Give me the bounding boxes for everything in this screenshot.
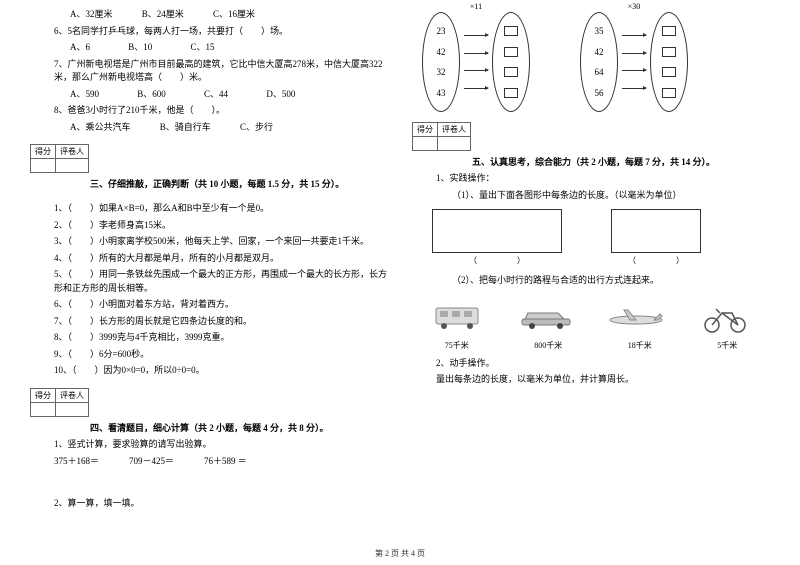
section5-sub1b: （2）、把每小时行的路程与合适的出行方式连起来。	[412, 274, 770, 288]
q5-options: A、32厘米 B、24厘米 C、16厘米	[30, 8, 388, 22]
paren-2: （ ）	[611, 255, 701, 266]
oval-num: 32	[437, 67, 446, 77]
q6-opt-b: B、10	[128, 42, 152, 52]
car-icon	[516, 300, 576, 336]
plane-icon	[606, 300, 666, 336]
section5-sub2a: 量出每条边的长度，以毫米为单位，并计算周长。	[412, 373, 770, 387]
judge-item: 1、（ ）如果A×B=0，那么A和B中至少有一个是0。	[30, 202, 388, 216]
oval-right-nums: 35 42 64 56	[580, 12, 618, 112]
page-footer: 第 2 页 共 4 页	[0, 548, 800, 559]
right-column: ×11 23423243 ×30 35426456 得分评卷人 五、认真思考，综…	[412, 8, 770, 528]
paren-1: （ ）	[432, 255, 562, 266]
mult-30: ×30	[628, 2, 641, 11]
distance-row: 75千米 800千米 18千米 5千米	[412, 340, 770, 351]
oval-num: 56	[595, 88, 604, 98]
ovals-diagram: ×11 23423243 ×30 35426456	[422, 12, 770, 112]
judge-item: 10、（ ）因为0×0=0，所以0÷0=0。	[30, 364, 388, 378]
section3-title: 三、仔细推敲，正确判断（共 10 小题，每题 1.5 分，共 15 分）。	[90, 177, 388, 190]
q6-text: 6、5名同学打乒乓球，每两人打一场，共要打（ ）场。	[30, 25, 388, 39]
arrows-left	[464, 19, 488, 105]
judge-item: 6、（ ）小明面对着东方站，背对着西方。	[30, 298, 388, 312]
section5-title: 五、认真思考，综合能力（共 2 小题，每题 7 分，共 14 分）。	[472, 155, 770, 168]
oval-left-nums: 23 42 32 43	[422, 12, 460, 112]
dist-c: 18千米	[628, 340, 652, 351]
q7-opt-b: B、600	[137, 89, 166, 99]
q6-opt-c: C、15	[191, 42, 215, 52]
judge-item: 9、（ ）6分=600秒。	[30, 348, 388, 362]
oval-num: 42	[437, 47, 446, 57]
q5-opt-c: C、16厘米	[213, 9, 255, 19]
judge-item: 8、（ ）3999克与4千克相比，3999克重。	[30, 331, 388, 345]
calc-c: 76＋589 ＝	[204, 454, 247, 467]
section5-sub1: 1、实践操作：	[412, 172, 770, 186]
q8-opt-c: C、步行	[240, 122, 273, 132]
q8-options: A、乘公共汽车 B、骑自行车 C、步行	[30, 121, 388, 135]
rectangles: （ ） （ ）	[412, 205, 770, 266]
dist-d: 5千米	[717, 340, 737, 351]
judge-item: 4、（ ）所有的大月都是单月，所有的小月都是双月。	[30, 252, 388, 266]
q7-opt-d: D、500	[266, 89, 295, 99]
q8-opt-b: B、骑自行车	[160, 122, 211, 132]
section4-sub2: 2、算一算，填一填。	[30, 497, 388, 511]
q6-options: A、6 B、10 C、15	[30, 41, 388, 55]
dist-b: 800千米	[534, 340, 562, 351]
q7-text: 7、广州新电视塔是广州市目前最高的建筑，它比中信大厦高278米，中信大厦高322…	[30, 58, 388, 85]
rect-1	[432, 209, 562, 253]
score-table-5: 得分评卷人	[412, 122, 471, 151]
oval-left-boxes	[492, 12, 530, 112]
section4-title: 四、看清题目，细心计算（共 2 小题，每题 4 分，共 8 分）。	[90, 421, 388, 434]
q6-opt-a: A、6	[70, 42, 90, 52]
section5-sub2: 2、动手操作。	[412, 357, 770, 371]
oval-num: 43	[437, 88, 446, 98]
judge-item: 2、（ ）李老师身高15米。	[30, 219, 388, 233]
oval-right-boxes	[650, 12, 688, 112]
oval-num: 64	[595, 67, 604, 77]
mult-11: ×11	[470, 2, 482, 11]
calc-a: 375＋168＝	[54, 454, 99, 467]
oval-num: 23	[437, 26, 446, 36]
left-column: A、32厘米 B、24厘米 C、16厘米 6、5名同学打乒乓球，每两人打一场，共…	[30, 8, 388, 528]
transport-images	[412, 296, 770, 336]
oval-num: 35	[595, 26, 604, 36]
arrows-right	[622, 19, 646, 105]
rect-2	[611, 209, 701, 253]
bus-icon	[427, 300, 487, 336]
score-table-3: 得分评卷人	[30, 144, 89, 173]
bicycle-icon	[695, 300, 755, 336]
judge-item: 3、（ ）小明家离学校500米，他每天上学、回家，一个来回一共要走1千米。	[30, 235, 388, 249]
section3-items: 1、（ ）如果A×B=0，那么A和B中至少有一个是0。 2、（ ）李老师身高15米…	[30, 202, 388, 378]
reviewer-label: 评卷人	[56, 145, 89, 159]
q7-options: A、590 B、600 C、44 D、500	[30, 88, 388, 102]
section4-sub1: 1、竖式计算，要求验算的请写出验算。	[30, 438, 388, 452]
q8-opt-a: A、乘公共汽车	[70, 122, 131, 132]
oval-right: ×30 35426456	[580, 12, 688, 112]
oval-num: 42	[595, 47, 604, 57]
judge-item: 5、（ ）用同一条铁丝先围成一个最大的正方形，再围成一个最大的长方形，长方形和正…	[30, 268, 388, 295]
section5-sub1a: （1）、量出下面各图形中每条边的长度。（以毫米为单位）	[412, 189, 770, 203]
q5-opt-a: A、32厘米	[70, 9, 113, 19]
q7-opt-a: A、590	[70, 89, 99, 99]
oval-left: ×11 23423243	[422, 12, 530, 112]
q7-opt-c: C、44	[204, 89, 228, 99]
calc-row: 375＋168＝ 709－425＝ 76＋589 ＝	[30, 454, 388, 467]
score-table-4: 得分评卷人	[30, 388, 89, 417]
dist-a: 75千米	[445, 340, 469, 351]
score-label: 得分	[31, 145, 56, 159]
calc-b: 709－425＝	[129, 454, 174, 467]
q8-text: 8、爸爸3小时行了210千米，他是（ ）。	[30, 104, 388, 118]
judge-item: 7、（ ）长方形的周长就是它四条边长度的和。	[30, 315, 388, 329]
q5-opt-b: B、24厘米	[142, 9, 184, 19]
